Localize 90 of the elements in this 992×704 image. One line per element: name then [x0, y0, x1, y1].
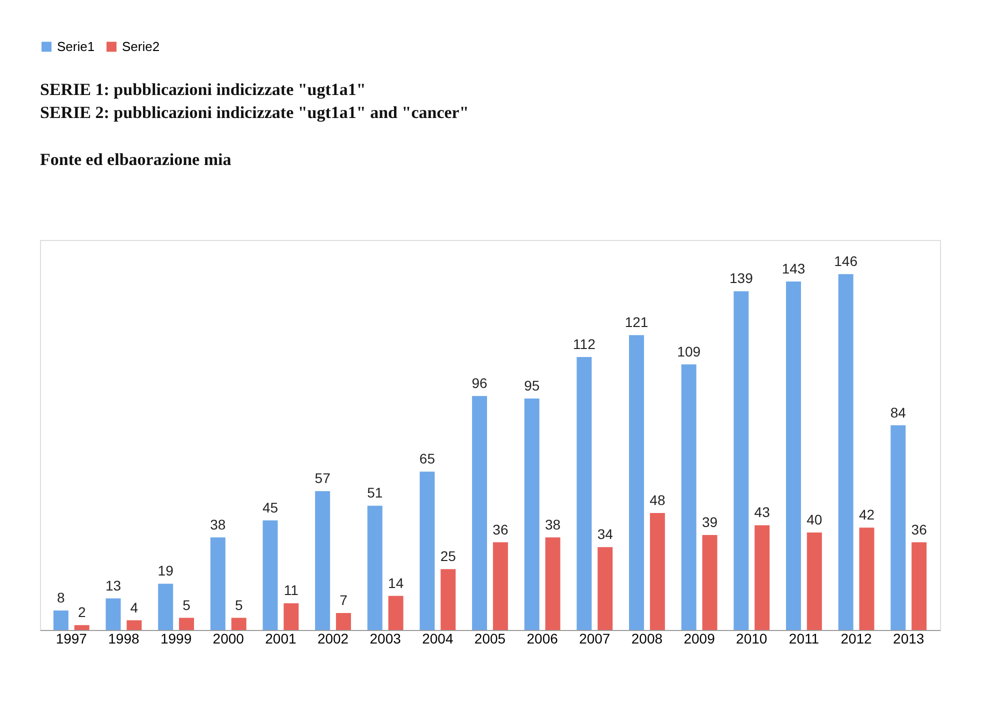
data-label: 5	[234, 596, 243, 613]
data-label: 109	[677, 343, 701, 360]
bar	[420, 472, 435, 630]
data-label: 19	[158, 562, 174, 579]
x-tick-label: 2003	[370, 630, 402, 646]
data-label: 36	[911, 521, 928, 538]
data-label: 2	[78, 604, 86, 620]
bar	[650, 513, 665, 630]
x-tick-label: 2000	[212, 630, 244, 646]
data-label: 42	[858, 506, 875, 523]
bar	[388, 596, 404, 630]
bar	[576, 357, 592, 630]
data-label: 65	[419, 450, 436, 467]
bar	[262, 520, 278, 630]
data-label: 139	[729, 270, 754, 286]
legend-label: Serie1	[57, 38, 95, 54]
bar	[126, 620, 142, 630]
bar	[806, 532, 822, 630]
data-label: 43	[754, 504, 770, 520]
bar	[734, 291, 749, 630]
bar	[786, 281, 801, 630]
source-note: Fonte ed elbaorazione mia	[40, 150, 232, 169]
x-tick-label: 1999	[160, 630, 192, 646]
data-label: 96	[472, 375, 488, 391]
bar	[859, 528, 874, 630]
bar	[367, 506, 382, 630]
data-label: 45	[262, 499, 278, 516]
bar	[629, 335, 644, 630]
data-label: 4	[130, 599, 138, 616]
bar	[210, 537, 226, 630]
bar	[890, 425, 906, 630]
bar	[440, 569, 456, 630]
bar	[158, 584, 174, 630]
bar	[681, 364, 696, 630]
bar	[524, 398, 540, 630]
legend-label: Serie2	[122, 38, 160, 54]
x-tick-label: 1998	[108, 630, 140, 646]
bar	[336, 612, 351, 630]
x-tick-label: 2006	[526, 630, 558, 646]
bar	[598, 547, 613, 630]
x-tick-label: 1997	[56, 630, 88, 646]
bar	[912, 542, 927, 630]
bar	[838, 274, 854, 630]
data-label: 40	[806, 512, 822, 528]
data-label: 143	[782, 260, 806, 276]
data-label: 7	[340, 592, 348, 608]
bar	[702, 534, 718, 630]
data-label: 8	[57, 590, 66, 606]
data-label: 36	[492, 521, 508, 538]
bar	[545, 537, 560, 630]
x-tick-label: 2010	[736, 630, 768, 646]
data-label: 48	[650, 492, 666, 508]
bar	[231, 618, 246, 630]
bar	[74, 625, 90, 630]
data-label: 84	[890, 404, 906, 420]
x-tick-label: 2002	[317, 630, 349, 646]
x-tick-label: 2012	[840, 630, 872, 646]
bar	[472, 396, 488, 630]
data-label: 51	[367, 484, 383, 501]
chart-subtitle: SERIE 2: pubblicazioni indicizzate "ugt1a1" and "cancer"	[40, 103, 469, 122]
x-tick-label: 2007	[579, 630, 610, 646]
x-tick-label: 2004	[422, 630, 454, 646]
bar	[106, 598, 121, 630]
bar	[179, 618, 194, 630]
data-label: 5	[182, 596, 191, 613]
data-label: 34	[597, 526, 614, 542]
data-label: 95	[524, 377, 540, 394]
data-label: 57	[314, 470, 331, 486]
data-label: 146	[834, 253, 858, 270]
bar	[284, 603, 299, 630]
data-label: 121	[624, 314, 648, 330]
data-label: 39	[702, 514, 718, 530]
data-label: 38	[545, 516, 561, 532]
data-label: 25	[440, 548, 456, 564]
x-tick-label: 2008	[631, 630, 663, 646]
x-tick-label: 2001	[265, 630, 296, 646]
x-tick-label: 2005	[474, 630, 506, 646]
x-tick-label: 2013	[893, 630, 924, 646]
bar	[492, 542, 508, 630]
chart-title: SERIE 1: pubblicazioni indicizzate "ugt1a1"	[40, 80, 366, 99]
data-label: 11	[284, 582, 299, 598]
data-label: 38	[210, 516, 226, 532]
bar	[754, 525, 770, 630]
data-label: 13	[105, 577, 122, 594]
x-tick-label: 2009	[684, 630, 716, 646]
x-tick-label: 2011	[788, 630, 820, 646]
data-label: 112	[573, 336, 596, 352]
data-label: 14	[388, 574, 404, 591]
bar	[315, 491, 330, 630]
bar	[53, 610, 68, 630]
